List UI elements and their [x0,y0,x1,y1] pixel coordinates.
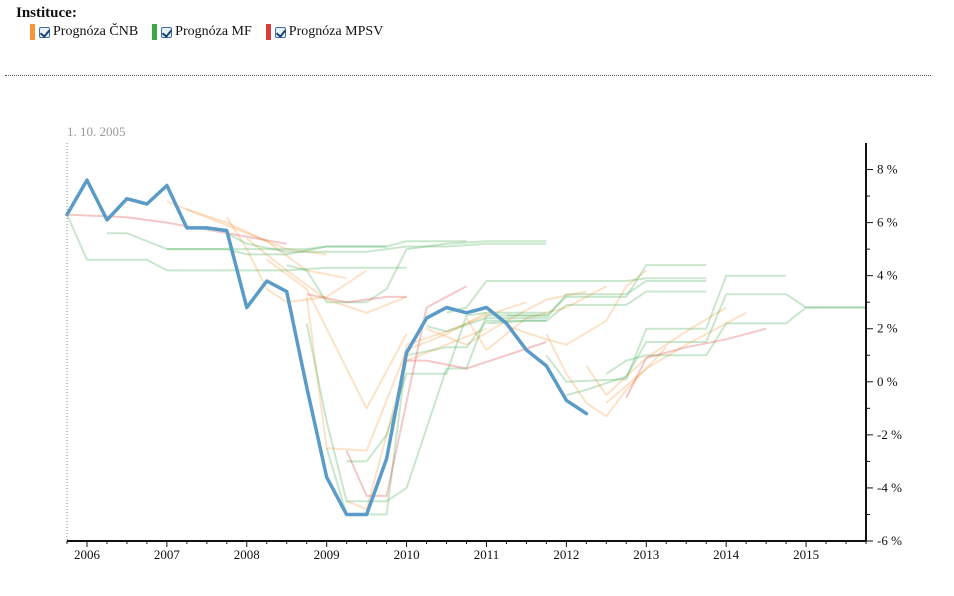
forecast-line-22 [325,319,547,516]
swatch-mpsv [265,24,271,40]
y-tick-label-3: 2 % [877,321,898,336]
forecast-line-21 [346,311,547,463]
forecast-line-26 [506,264,707,317]
x-tick-label-2006: 2006 [74,547,101,562]
axes: 1. 10. 2005 2006 2007 2008 2009 2010 2011 2012 2… [66,124,902,562]
forecast-line-13 [585,306,727,397]
forecast-lines [66,200,866,516]
forecast-line-4 [246,237,407,314]
legend-label-cnb: Prognóza ČNB [53,24,139,39]
x-tick-label-2013: 2013 [633,547,659,562]
forecast-line-28 [566,293,866,397]
forecast-line-17 [166,240,467,251]
forecast-line-16 [107,232,387,256]
legend: Instituce: Prognóza ČNB Prognóza MF Prog… [16,4,397,40]
forecast-line-30 [66,213,287,245]
legend-label-mpsv: Prognóza MPSV [288,24,384,39]
legend-label-mf: Prognóza MF [175,24,252,39]
legend-item-mpsv[interactable]: Prognóza MPSV [265,24,384,40]
forecast-line-5 [266,258,408,410]
forecast-line-9 [426,290,587,346]
y-tick-label-1: 6 % [877,215,898,230]
actual-line-layer [65,178,589,517]
y-tick-label-2: 4 % [877,268,898,283]
forecast-line-14 [605,311,747,404]
actual-gdp-line [65,178,589,517]
legend-item-cnb[interactable]: Prognóza ČNB [30,24,138,40]
legend-items: Prognóza ČNB Prognóza MF Prognóza MPSV [30,24,397,40]
legend-title: Instituce: [16,5,77,21]
x-tick-label-2010: 2010 [394,547,420,562]
forecast-line-31 [306,293,407,304]
forecast-line-18 [226,232,547,253]
forecast-line-24 [446,277,707,314]
forecast-line-27 [545,274,787,383]
forecast-line-3 [225,216,368,304]
checkbox-cnb[interactable] [39,26,50,38]
y-tick-label-0: 8 % [877,162,898,177]
x-tick-label-2015: 2015 [793,547,819,562]
forecast-line-12 [545,333,668,418]
forecast-line-34 [625,327,767,399]
forecast-line-10 [465,285,607,351]
x-tick-label-2009: 2009 [314,547,340,562]
forecast-line-1 [166,200,327,256]
checkbox-mf[interactable] [161,26,173,38]
swatch-mf [152,24,158,40]
legend-item-mf[interactable]: Prognóza MF [152,24,252,40]
forecast-line-32 [345,285,467,497]
forecast-line-20 [305,314,547,503]
forecast-line-23 [426,280,707,333]
x-tick-label-2014: 2014 [713,547,740,562]
y-tick-label-7: -6 % [877,533,902,548]
x-tick-label-2011: 2011 [474,547,500,562]
x-tick-label-2012: 2012 [553,547,579,562]
checkbox-mpsv[interactable] [274,26,286,38]
date-label: 1. 10. 2005 [67,124,126,139]
swatch-cnb [30,24,35,40]
forecast-line-29 [605,306,866,375]
y-tick-label-6: -4 % [877,480,902,495]
x-tick-label-2008: 2008 [234,547,260,562]
y-tick-label-4: 0 % [877,374,898,389]
x-tick-label-2007: 2007 [154,547,181,562]
divider [5,75,931,76]
forecast-line-11 [506,269,647,346]
forecast-line-25 [486,290,707,325]
forecast-line-33 [406,341,547,370]
forecast-line-6 [305,296,487,452]
forecast-line-2 [186,208,347,280]
y-tick-label-5: -2 % [877,427,902,442]
forecast-line-15 [66,214,407,272]
forecast-line-19 [286,240,547,304]
forecast-line-8 [385,301,527,457]
